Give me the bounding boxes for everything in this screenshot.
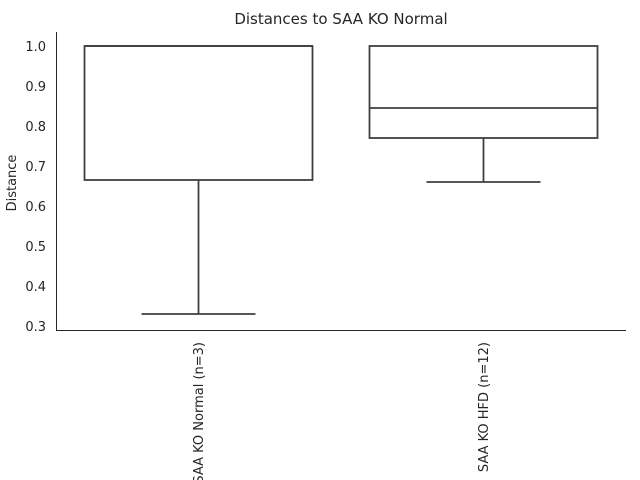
box-group — [83, 45, 314, 315]
y-tick-label: 0.3 — [25, 320, 46, 335]
y-tick-label: 0.4 — [25, 280, 46, 295]
y-axis-label: Distance — [5, 155, 20, 212]
y-tick-label: 1.0 — [25, 40, 46, 55]
y-tick-label: 0.5 — [25, 240, 46, 255]
y-tick-label: 0.6 — [25, 200, 46, 215]
box-iqr — [83, 45, 314, 181]
box-iqr — [368, 45, 599, 139]
y-tick-label: 0.9 — [25, 80, 46, 95]
boxes — [83, 45, 599, 315]
chart-title: Distances to SAA KO Normal — [234, 10, 447, 28]
x-tick-label: SAA KO Normal (n=3) — [192, 342, 207, 480]
x-axis-tick-labels: SAA KO Normal (n=3) SAA KO HFD (n=12) — [192, 342, 492, 480]
y-axis-ticks: 0.3 0.4 0.5 0.6 0.7 0.8 0.9 1.0 — [25, 40, 46, 335]
x-tick-label: SAA KO HFD (n=12) — [477, 342, 492, 472]
box-group — [368, 45, 599, 183]
y-tick-label: 0.8 — [25, 120, 46, 135]
y-tick-label: 0.7 — [25, 160, 46, 175]
